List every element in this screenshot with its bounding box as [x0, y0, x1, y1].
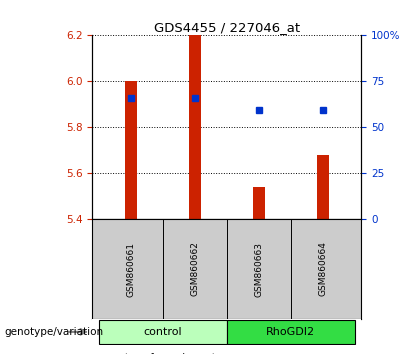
Text: transformed count: transformed count	[125, 353, 215, 354]
Bar	[317, 155, 328, 219]
Title: GDS4455 / 227046_at: GDS4455 / 227046_at	[154, 21, 300, 34]
Text: control: control	[144, 327, 182, 337]
Text: GSM860664: GSM860664	[318, 241, 327, 297]
Text: GSM860662: GSM860662	[190, 241, 200, 297]
Text: GSM860661: GSM860661	[126, 241, 135, 297]
Text: GSM860663: GSM860663	[254, 241, 263, 297]
Text: genotype/variation: genotype/variation	[4, 327, 103, 337]
Bar	[189, 35, 201, 219]
Bar	[125, 81, 136, 219]
Text: RhoGDI2: RhoGDI2	[266, 327, 315, 337]
Bar	[99, 320, 227, 344]
Bar	[227, 320, 355, 344]
Bar	[253, 187, 265, 219]
